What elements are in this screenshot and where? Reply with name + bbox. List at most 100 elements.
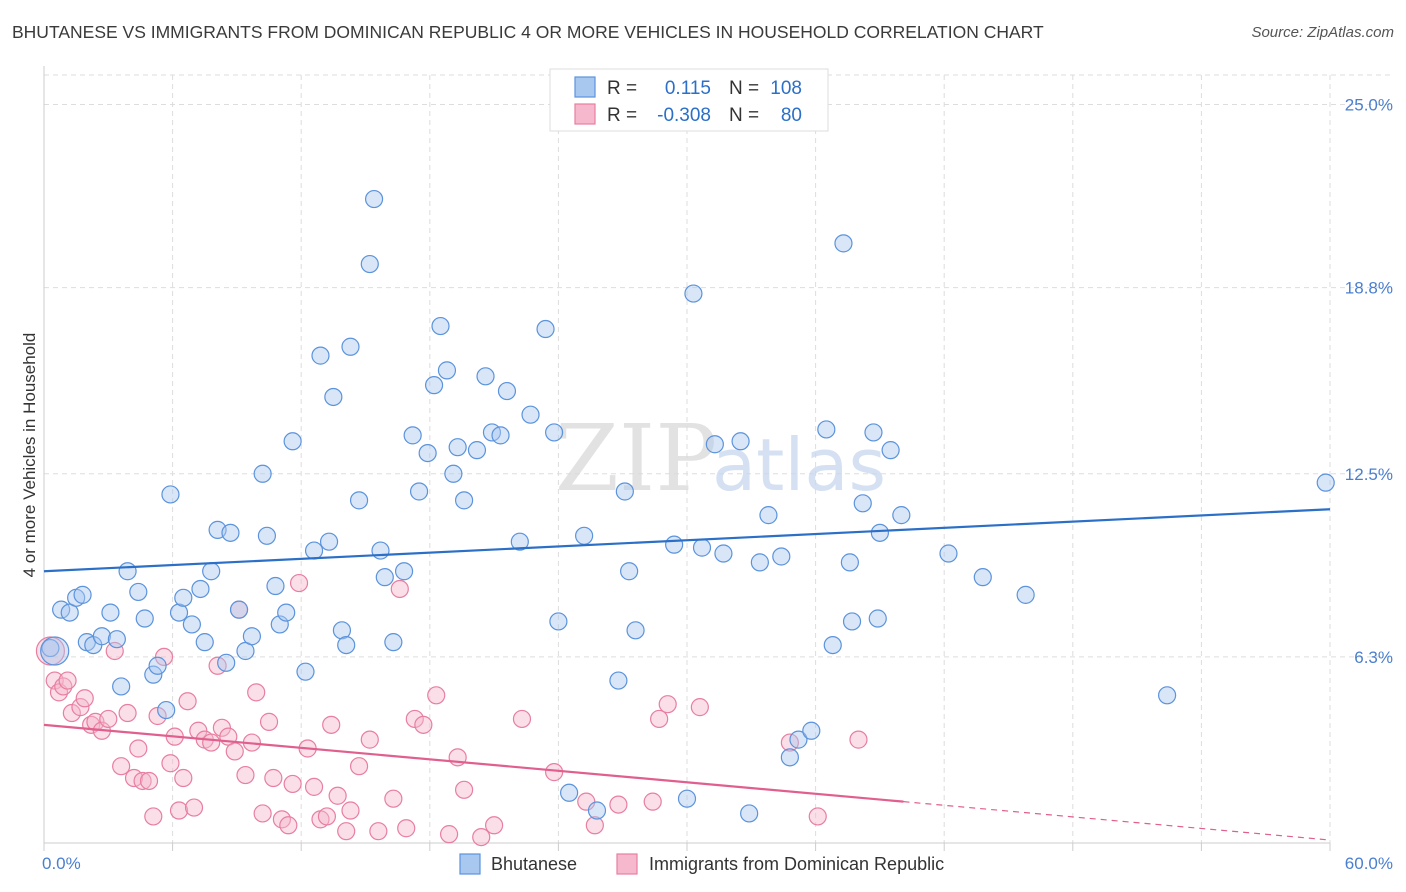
pink-point [317, 807, 337, 826]
blue-point [311, 346, 330, 365]
pink-point [264, 768, 283, 788]
blue-point [692, 538, 712, 557]
pink-point [322, 715, 341, 734]
pink-point [472, 827, 491, 847]
pink-point [139, 771, 159, 791]
blue-point [101, 603, 120, 622]
blue-point [834, 234, 853, 253]
pink-point [390, 579, 409, 599]
blue-point [375, 568, 394, 587]
pink-point [360, 730, 379, 749]
pink-point [71, 698, 90, 717]
pink-point [253, 804, 272, 823]
blue-point [1316, 473, 1335, 492]
blue-point [409, 482, 429, 501]
blue-point [892, 506, 911, 525]
blue-point [870, 523, 890, 542]
y-tick-labels: 6.3% 12.5% 18.8% 25.0% [1345, 96, 1393, 667]
pink-point [178, 692, 197, 711]
pink-point [397, 819, 416, 838]
blue-point [283, 432, 302, 451]
blue-point [332, 621, 352, 640]
pink-point [512, 709, 532, 729]
blue-point [510, 532, 529, 551]
pink-point [112, 757, 131, 776]
blue-point [497, 381, 517, 401]
blue-point [587, 801, 607, 820]
blue-point [157, 700, 176, 720]
blue-point [73, 585, 92, 604]
blue-point [444, 464, 463, 483]
blue-point [842, 612, 862, 631]
legend-n-value-2: 80 [781, 105, 802, 126]
bottom-legend-label-pink: Immigrants from Dominican Republic [649, 854, 944, 874]
pink-point [609, 795, 628, 814]
blue-point [107, 630, 126, 649]
blue-point [384, 633, 403, 652]
blue-point [491, 426, 510, 445]
pink-point [236, 765, 255, 785]
pink-trend-line [43, 723, 904, 803]
blue-point [448, 438, 467, 457]
blue-point [418, 443, 437, 463]
pink-point [118, 703, 137, 723]
blue-point [266, 576, 285, 596]
blue-point [253, 464, 272, 483]
blue-point [195, 633, 214, 652]
chart-title: BHUTANESE VS IMMIGRANTS FROM DOMINICAN R… [12, 22, 1044, 42]
pink-point [650, 709, 669, 729]
blue-point [560, 783, 579, 802]
blue-point [174, 588, 193, 607]
pink-point [184, 798, 204, 817]
pink-point [212, 718, 231, 737]
blue-point [360, 254, 379, 274]
blue-point [536, 319, 555, 339]
blue-point [476, 367, 495, 386]
blue-point [575, 526, 594, 545]
blue-point [257, 526, 277, 545]
grid [44, 74, 1393, 843]
blue-point [371, 541, 390, 560]
blue-point [840, 553, 859, 572]
blue-point [191, 579, 210, 599]
blue-point [677, 789, 697, 808]
pink-point [439, 825, 459, 844]
pink-point [658, 695, 677, 714]
blue-point [823, 635, 842, 655]
blue-point [1158, 686, 1177, 705]
legend-r-value-2: -0.308 [657, 105, 711, 126]
correlation-legend: R = 0.115 N = 108 R = -0.308 N = 80 [549, 68, 829, 132]
blue-point [202, 562, 221, 581]
blue-point [780, 748, 799, 767]
blue-point [182, 615, 201, 634]
blue-point [217, 653, 236, 672]
blue-point [454, 491, 474, 510]
blue-point [868, 609, 887, 628]
blue-point [118, 562, 137, 581]
blue-point [1016, 585, 1035, 604]
pink-point [349, 757, 369, 776]
blue-point [270, 615, 289, 634]
blue-point [620, 562, 639, 581]
blue-point [467, 441, 487, 460]
bottom-legend-swatch-pink [616, 853, 638, 875]
pink-point [99, 709, 118, 729]
pink-point [259, 712, 279, 731]
legend-r-value-1: 0.115 [665, 78, 711, 99]
y-tick-label: 12.5% [1345, 465, 1393, 484]
blue-point [221, 523, 240, 542]
blue-point [431, 316, 450, 336]
blue-point [277, 603, 296, 622]
blue-point [229, 600, 249, 619]
pink-point [808, 807, 827, 826]
legend-r-label-1: R = [607, 78, 637, 99]
x-tick-max: 60.0% [1345, 854, 1393, 873]
source-label: Source: ZipAtlas.com [1251, 24, 1394, 41]
blue-point [939, 544, 958, 563]
pink-point [154, 647, 174, 667]
y-axis-label: 4 or more Vehicles in Household [20, 333, 39, 578]
blue-point [161, 485, 180, 504]
trend-lines [43, 508, 1331, 841]
blue-point [714, 544, 733, 563]
